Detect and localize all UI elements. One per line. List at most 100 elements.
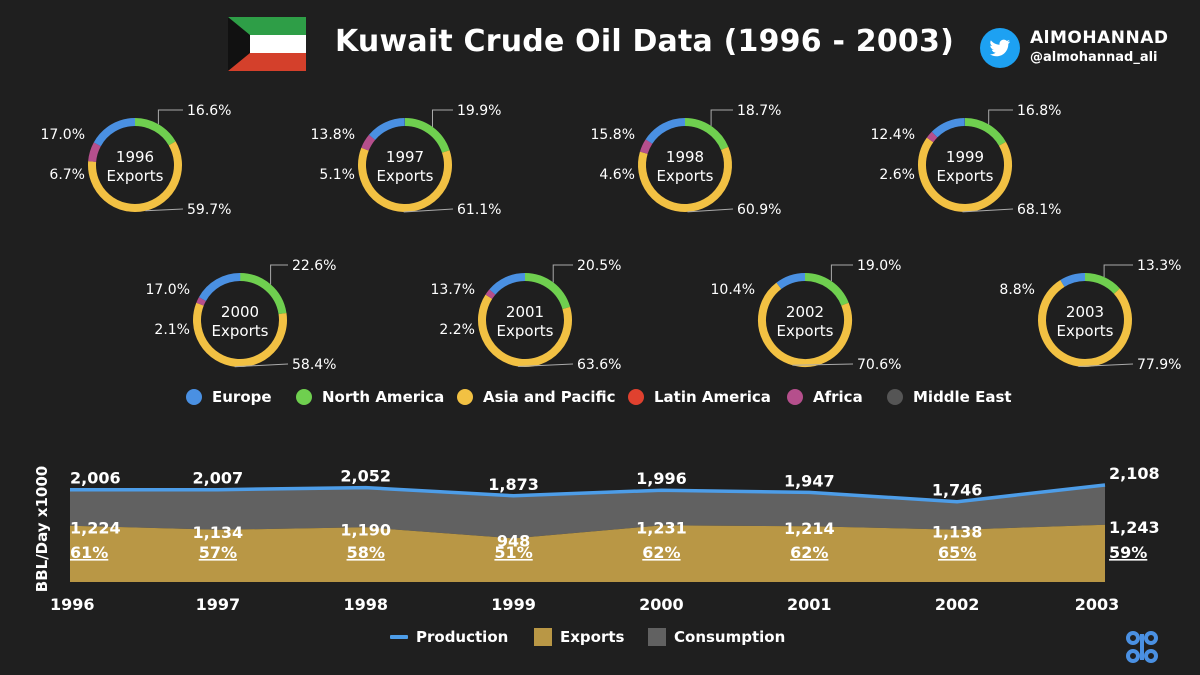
callout-label-europe: 17.0% [41,127,85,143]
donut-segment-north-america [804,273,849,306]
callout-label-north-america: 13.3% [1137,258,1181,274]
production-legend: Production Exports Consumption [0,628,1200,652]
callout-line-asia-pacific [403,208,454,213]
callout-line-asia-pacific [962,208,1014,213]
export-legend: Europe North America Asia and Pacific La… [0,388,1200,412]
export-share-label: 58% [347,543,385,562]
callout-label-africa: 2.2% [439,322,475,338]
callout-line-asia-pacific [1078,363,1134,367]
legend-label: Asia and Pacific [483,388,616,406]
callout-label-europe: 13.7% [431,282,475,298]
export-share-label: 62% [790,543,828,562]
callout-line-north-america [710,109,733,126]
callout-label-north-america: 19.9% [457,103,501,119]
donut-segment-africa [196,297,206,306]
donut-year-label: 1998 [666,148,704,166]
donut-segment-africa [639,139,653,155]
callout-label-europe: 17.0% [146,282,190,298]
legend-label: North America [322,388,445,406]
exports-value-label: 1,243 [1109,518,1160,537]
donut-exports-label: Exports [377,167,434,185]
legend-item-exports: Exports [534,628,624,646]
export-share-label: 59% [1109,543,1147,562]
export-share-label: 51% [494,543,532,562]
callout-line-north-america [552,264,573,283]
callout-line-north-america [1103,264,1133,277]
production-value-label: 1,873 [488,475,539,494]
consumption-legend-swatch [648,628,666,646]
production-area-chart: BBL/Day x1000 2,006 1,224 61% 1996 2,007 1,134… [33,464,1160,614]
page-title: Kuwait Crude Oil Data (1996 - 2003) [335,24,954,59]
production-value-label: 2,108 [1109,464,1160,483]
callout-label-africa: 2.1% [154,322,190,338]
callout-line-north-america [830,264,853,282]
legend-item-europe: Europe [186,388,272,406]
callout-label-asia-pacific: 61.1% [457,202,501,218]
donut-segment-africa [361,134,376,151]
donut-segment-north-america [1084,273,1120,294]
callout-label-asia-pacific: 63.6% [577,357,621,373]
production-value-label: 1,996 [636,469,687,488]
twitter-icon[interactable] [980,28,1020,68]
callout-line-asia-pacific [234,363,289,368]
exports-area [70,524,1105,582]
donut-segment-asia-pacific [193,302,287,367]
legend-label: Latin America [654,388,771,406]
legend-label: Consumption [674,628,786,646]
donut-segment-asia-pacific [88,141,182,212]
donut-segment-europe [931,118,965,138]
donut-exports-label: Exports [657,167,714,185]
donut-exports-label: Exports [777,322,834,340]
callout-line-asia-pacific [687,208,734,213]
callout-label-europe: 8.8% [999,282,1035,298]
production-value-label: 1,746 [932,481,983,500]
legend-label: Exports [560,628,625,646]
x-tick-label: 2002 [935,595,980,614]
x-tick-label: 2003 [1075,595,1120,614]
callout-label-asia-pacific: 58.4% [292,357,336,373]
exports-value-label: 1,214 [784,519,835,538]
exports-legend-swatch [534,628,552,646]
callout-line-north-america [270,264,288,285]
africa-legend-dot [787,389,803,405]
callout-label-africa: 5.1% [319,167,355,183]
author-handle[interactable]: @almohannad_ali [1030,50,1158,65]
callout-label-asia-pacific: 60.9% [737,202,781,218]
donut-year-label: 2002 [786,303,824,321]
donut-exports-label: Exports [107,167,164,185]
latin-america-legend-dot [628,389,644,405]
callout-line-asia-pacific [145,208,184,212]
legend-item-africa: Africa [787,388,863,406]
callout-label-north-america: 16.8% [1017,103,1061,119]
europe-legend-dot [186,389,202,405]
kuwait-flag [228,17,306,71]
donut-year-label: 1997 [386,148,424,166]
asia-pacific-legend-dot [457,389,473,405]
production-value-label: 2,007 [193,469,244,488]
donut-segment-europe [1060,273,1086,287]
donut-segment-europe [198,272,241,302]
donut-year-label: 1996 [116,148,154,166]
legend-item-consumption: Consumption [648,628,785,646]
exports-value-label: 1,231 [636,518,687,537]
donut-segment-asia-pacific [1038,280,1132,367]
donut-segment-north-america [524,273,571,310]
callout-label-africa: 6.7% [49,167,85,183]
donut-segment-north-america [684,118,729,151]
callout-label-europe: 13.8% [311,127,355,143]
export-share-label: 65% [938,543,976,562]
callout-label-europe: 15.8% [591,127,635,143]
north-america-legend-dot [296,389,312,405]
production-value-label: 2,052 [340,467,391,486]
callout-label-north-america: 20.5% [577,258,621,274]
donut-exports-label: Exports [497,322,554,340]
callout-line-north-america [988,109,1013,125]
donut-segment-europe [93,118,136,147]
donut-segment-europe [368,118,405,141]
donut-segment-europe [645,118,686,144]
donut-exports-label: Exports [937,167,994,185]
